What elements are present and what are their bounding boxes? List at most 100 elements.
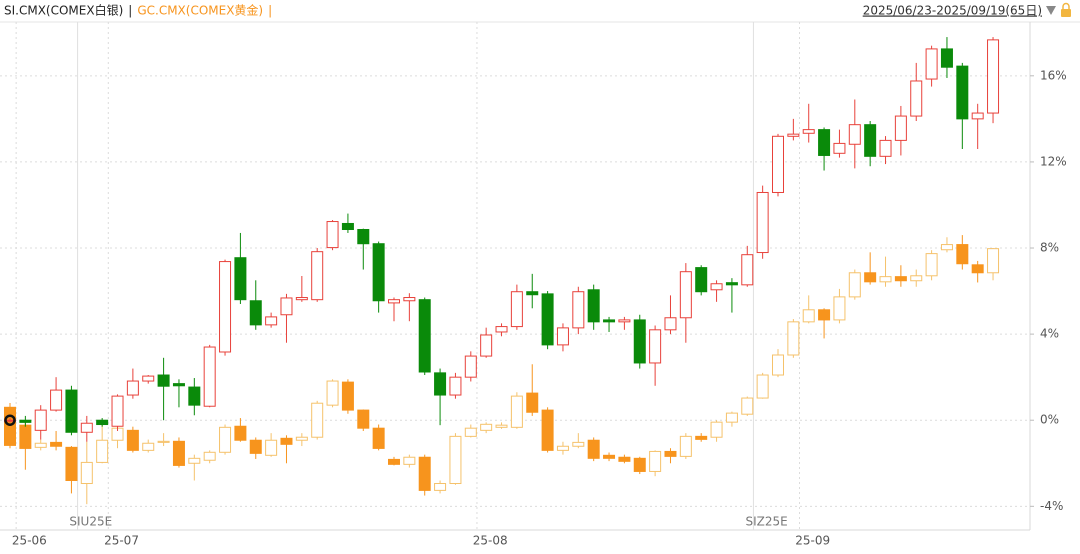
candle-body [572,441,585,447]
candle-body [894,115,907,141]
candle-body [418,299,431,373]
candle-body [388,299,400,304]
candle-body [772,354,784,376]
candle-body [864,124,877,157]
legend-entry[interactable]: SI.CMX(COMEX白银) [4,3,123,18]
candle-body [19,424,32,449]
legend-entry[interactable]: GC.CMX(COMEX黄金) [137,3,263,18]
candle-body [787,321,800,356]
candle-body [510,395,523,428]
candle-body [295,297,308,301]
candle-body [725,282,738,286]
candle-body [96,439,109,463]
legend-separator: | [268,4,272,18]
candle-body [249,300,262,326]
candle-body [541,293,554,346]
candle-body [126,380,139,396]
candle-body [464,355,477,378]
candle-body [311,402,324,438]
candle-body [434,372,447,396]
date-range[interactable]: 2025/06/23-2025/09/19(65日) [863,4,1042,18]
candle-body [480,334,493,357]
candle-body [403,297,416,302]
series-0 [4,37,1000,442]
candle-body [603,454,616,459]
candle-body [541,409,554,451]
candle-body [219,261,232,353]
dropdown-arrow[interactable] [1046,6,1056,15]
candle-body [756,191,769,254]
candle-body [157,440,170,443]
candle-body [940,244,953,251]
candle-body [203,346,216,407]
y-tick-label: -4% [1040,499,1063,513]
candle-body [172,440,185,466]
candle-body [464,427,477,437]
candle-body [357,409,370,429]
candle-body [572,291,585,329]
candle-body [633,319,646,364]
candle-body [848,272,861,298]
candle-body [19,419,32,423]
candle-body [649,329,662,364]
candle-body [280,297,293,316]
lock-icon[interactable] [1061,2,1071,18]
legend-separator: | [128,4,132,18]
x-tick-label: 25-07 [104,534,139,548]
candle-body [4,406,16,446]
candle-body [940,48,953,68]
candle-body [96,419,109,426]
candle-body [357,229,370,245]
candle-body [65,446,78,481]
candle-body [633,457,646,472]
candle-body [388,458,400,465]
candle-body [203,451,216,461]
candle-body [480,423,493,431]
candle-body [818,309,831,321]
candle-body [526,291,539,296]
candle-body [864,272,877,283]
candle-body [833,142,846,154]
candle-body [848,124,861,145]
candle-body [879,276,892,283]
candle-body [587,289,600,323]
candle-body [741,254,754,286]
candle-body [679,271,692,319]
candle-body [372,243,385,302]
candle-body [341,381,354,411]
candle-body [50,441,63,447]
candle-body [925,48,938,80]
candle-body [556,327,569,346]
candle-body [142,375,155,382]
candle-body [34,409,47,431]
candle-body [80,422,93,433]
candle-body [249,439,262,454]
candle-body [956,65,969,120]
candle-body [341,222,354,231]
candle-body [142,442,155,451]
candle-body [188,386,201,406]
candle-body [818,129,831,156]
y-tick-label: 12% [1040,154,1067,168]
candle-body [280,437,293,445]
candle-body [910,80,923,117]
candle-body [495,424,508,428]
candle-body [925,253,938,277]
x-tick-label: 25-06 [12,534,47,548]
candle-body [403,456,416,465]
candle-body [603,319,616,323]
candle-body [111,395,124,427]
candle-body [295,436,308,441]
candle-body [679,435,692,457]
candle-body [510,291,523,328]
contract-label: SIZ25E [746,515,788,529]
candle-body [172,383,185,387]
candle-body [449,376,462,396]
candle-body [987,39,1000,114]
candle-body [618,319,631,323]
y-tick-label: 8% [1040,241,1059,255]
candle-body [725,412,738,423]
candle-body [664,317,677,331]
